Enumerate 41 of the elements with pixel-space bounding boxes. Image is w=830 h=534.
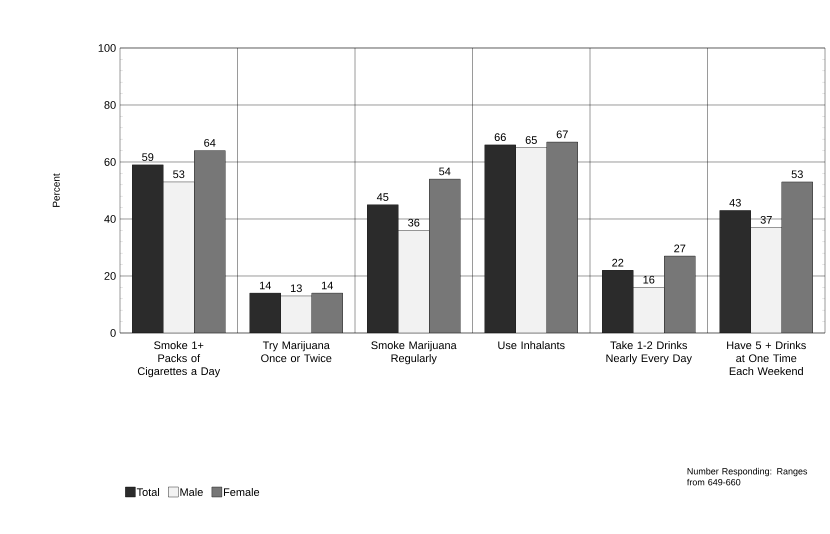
y-tick-label: 80 <box>104 101 116 109</box>
data-label: 59 <box>142 153 154 161</box>
data-label: 66 <box>494 133 506 142</box>
data-label: 36 <box>408 218 420 227</box>
x-tick-label: Smoke 1+ Packs of Cigarettes a Day <box>138 341 220 378</box>
data-label: 37 <box>760 216 772 224</box>
y-axis-title: Percent <box>52 173 60 207</box>
data-label: 67 <box>556 130 568 138</box>
data-label: 64 <box>204 138 216 147</box>
x-tick-label: Smoke Marijuana Regularly <box>371 341 457 364</box>
x-tick-label: Take 1-2 Drinks Nearly Every Day <box>606 341 692 364</box>
text: Number Responding: Ranges from 649-660 <box>686 468 808 486</box>
y-tick-label: 60 <box>104 158 116 166</box>
data-label: 16 <box>643 276 654 284</box>
data-label: 13 <box>290 284 302 292</box>
data-label: 54 <box>439 168 451 176</box>
y-tick-label: 100 <box>98 44 116 52</box>
x-tick-label: Use Inhalants <box>498 341 565 350</box>
y-tick-label: 40 <box>104 215 116 223</box>
x-tick-label: Have 5 + Drinks at One Time Each Weekend <box>727 341 806 376</box>
data-label: 53 <box>792 170 803 178</box>
bar <box>194 150 226 333</box>
y-tick-label: 20 <box>104 272 116 280</box>
bar <box>782 182 813 333</box>
data-label: 65 <box>526 136 537 144</box>
legend-label: Total <box>136 488 160 496</box>
bar <box>664 256 696 333</box>
bar <box>312 292 343 333</box>
data-label: 45 <box>376 193 388 201</box>
data-label: 14 <box>322 282 334 290</box>
data-label: 14 <box>260 282 272 290</box>
data-label: 43 <box>729 198 741 207</box>
bar <box>546 142 578 333</box>
x-tick-label: Try Marijuana Once or Twice <box>261 341 332 362</box>
legend-label: Female <box>224 488 260 496</box>
y-tick-label: 0 <box>110 329 116 337</box>
legend-label: Male <box>180 488 203 496</box>
bar <box>429 178 460 333</box>
data-label: 27 <box>674 244 686 252</box>
data-label: 53 <box>173 170 184 178</box>
data-label: 22 <box>612 258 624 266</box>
